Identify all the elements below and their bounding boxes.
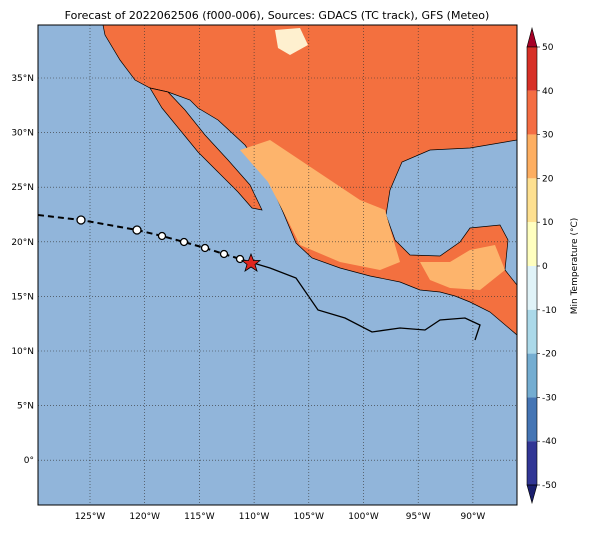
colorbar-label: Min Temperature (°C) <box>570 218 580 315</box>
track-point <box>76 215 86 225</box>
colorbar-tick-label: -50 <box>542 481 557 491</box>
colorbar-tick-label: -40 <box>542 437 557 447</box>
colorbar-tick-label: 50 <box>542 43 554 53</box>
lat-label: 25°N <box>11 183 34 193</box>
colorbar-tick-label: -30 <box>542 393 557 403</box>
title: Forecast of 2022062506 (f000-006), Sourc… <box>65 9 490 22</box>
cold-region <box>275 28 308 55</box>
lon-label: 90°W <box>460 512 485 522</box>
colorbar-bin <box>527 90 537 135</box>
colorbar-bin <box>527 353 537 398</box>
current-position <box>240 252 262 272</box>
track-point <box>200 243 210 253</box>
lon-label: 125°W <box>75 512 106 522</box>
track-point <box>219 249 229 259</box>
colorbar-bin <box>527 266 537 310</box>
lat-label: 30°N <box>11 129 34 139</box>
lon-label: 115°W <box>184 512 215 522</box>
lat-label: 5°N <box>17 402 34 412</box>
track-points <box>76 215 245 264</box>
colorbar-bin <box>527 397 537 442</box>
colorbar-bin <box>527 47 537 91</box>
colorbar-extension <box>526 484 538 505</box>
lat-label: 10°N <box>11 347 34 357</box>
colorbar-bin <box>527 309 537 354</box>
colorbar-tick-label: -20 <box>542 350 557 360</box>
axis-labels: 35°N 30°N 25°N 20°N 15°N 10°N 5°N 0° 125°W 120°W 1… <box>11 74 485 522</box>
colorbar-bin <box>527 134 537 179</box>
lon-label: 105°W <box>294 512 325 522</box>
track-line <box>38 214 252 264</box>
warm-region <box>240 140 400 270</box>
colorbar: 50 40 30 20 10 0 -10 -20 -30 -40 -50 <box>526 26 557 505</box>
colorbar-tick-label: -10 <box>542 306 557 316</box>
colorbar-tick-label: 10 <box>542 218 554 228</box>
lon-label: 95°W <box>406 512 431 522</box>
lon-label: 120°W <box>129 512 160 522</box>
lat-label: 20°N <box>11 238 34 248</box>
colorbar-tick-label: 40 <box>542 87 554 97</box>
track-point <box>179 237 189 247</box>
colorbar-extension <box>526 26 538 48</box>
colorbar-bin <box>527 441 537 485</box>
colorbar-tick-label: 30 <box>542 131 554 141</box>
colorbar-tick-label: 0 <box>542 262 548 272</box>
lat-label: 0° <box>24 456 34 466</box>
coast-line <box>249 261 481 341</box>
lon-label: 110°W <box>239 512 270 522</box>
lon-label: 100°W <box>348 512 379 522</box>
lat-label: 35°N <box>11 74 34 84</box>
track-point <box>235 254 245 264</box>
colorbar-tick-label: 20 <box>542 174 554 184</box>
lat-label: 15°N <box>11 292 34 302</box>
map-area <box>38 25 517 505</box>
colorbar-bin <box>527 178 537 223</box>
baja-peninsula <box>149 87 263 211</box>
track-point <box>132 225 142 235</box>
warm-region <box>420 245 505 290</box>
map-frame <box>37 24 518 506</box>
colorbar-bin <box>527 222 537 266</box>
track-point <box>157 231 167 241</box>
graticule <box>38 25 517 505</box>
